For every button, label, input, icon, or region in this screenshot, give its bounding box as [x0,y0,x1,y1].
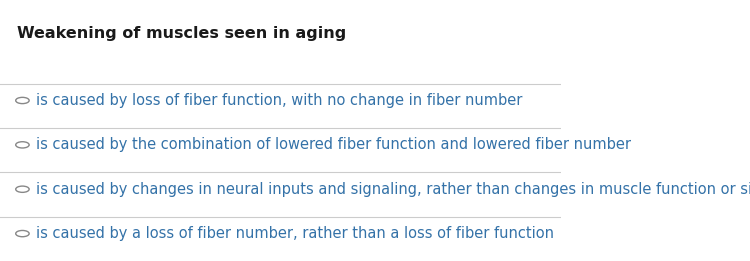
Text: is caused by a loss of fiber number, rather than a loss of fiber function: is caused by a loss of fiber number, rat… [37,226,554,241]
Text: is caused by changes in neural inputs and signaling, rather than changes in musc: is caused by changes in neural inputs an… [37,182,750,197]
Text: is caused by the combination of lowered fiber function and lowered fiber number: is caused by the combination of lowered … [37,137,632,152]
Text: Weakening of muscles seen in aging: Weakening of muscles seen in aging [16,26,346,41]
Text: is caused by loss of fiber function, with no change in fiber number: is caused by loss of fiber function, wit… [37,93,523,108]
